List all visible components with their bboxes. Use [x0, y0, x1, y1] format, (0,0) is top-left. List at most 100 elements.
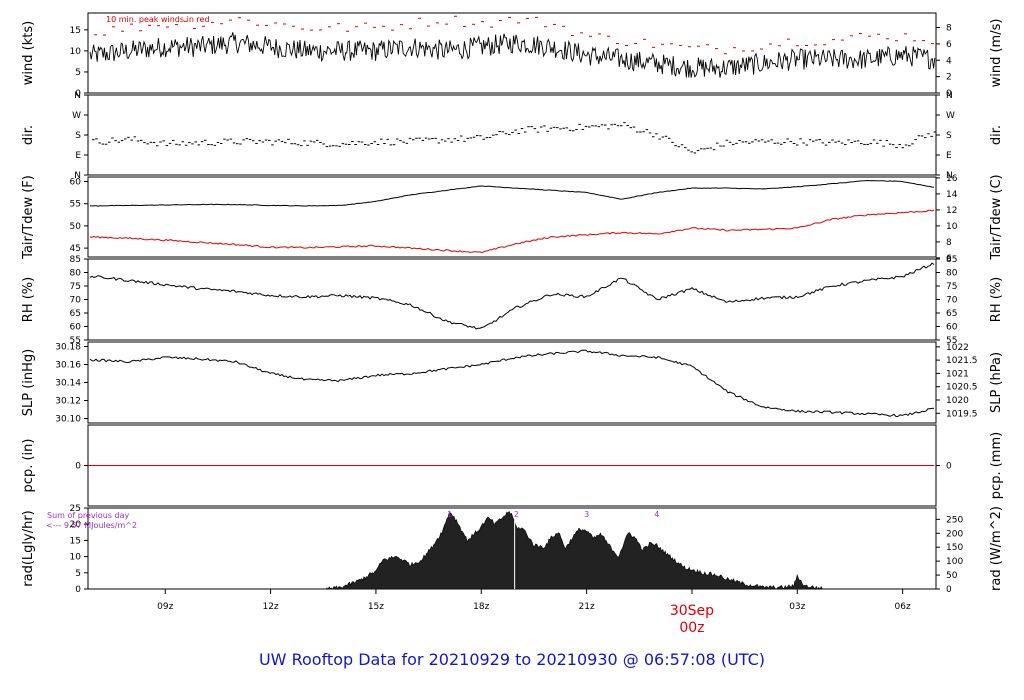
temp-series-tair [89, 179, 935, 207]
rad-annotation-value: <--- 9.57 MJoules/m^2 [46, 521, 137, 530]
x-midnight-time: 00z [679, 620, 704, 636]
panel-slp-ytick-label-right: 1019.5 [946, 409, 978, 419]
x-tick-label: 18z [473, 602, 489, 612]
panel-rh-ytick-label: 65 [70, 309, 81, 319]
panel-slp-ytick-label-right: 1020.5 [946, 383, 978, 393]
panel-rh-ytick-label: 75 [70, 282, 81, 292]
panel-dir-ytick-label-right: E [946, 151, 952, 161]
panel-rh-ytick-label: 55 [70, 336, 81, 346]
panel-temp-frame [87, 176, 937, 258]
panel-rh-ytick-label-right: 85 [946, 255, 957, 265]
panel-slp-ytick-label: 30.18 [55, 343, 81, 353]
panel-temp-ylabel-right: Tair/Tdew (C) [989, 174, 1004, 260]
panel-temp-ytick-label: 60 [70, 177, 82, 187]
x-tick-label: 12z [262, 602, 278, 612]
panel-rad-ytick-label: 25 [70, 504, 81, 514]
rh-series-line [89, 262, 935, 330]
panel-rh-frame [87, 258, 937, 341]
panel-dir-ytick-label: W [72, 111, 81, 121]
panel-pcp-ytick-label-right: 0 [946, 462, 952, 472]
panel-pcp-ylabel: pcp. (in) [21, 439, 36, 493]
rad-peak-label: 2 [514, 510, 519, 519]
panel-wind-ytick-label-right: 6 [946, 40, 952, 50]
panel-temp-ytick-label-right: 16 [946, 174, 958, 184]
rad-annotation-sum: Sum of previous day [47, 511, 129, 520]
panel-wind-ytick-label-right: 4 [946, 56, 952, 66]
panel-wind-ytick-label: 15 [70, 26, 81, 36]
rad-area [326, 510, 826, 590]
panel-rh-ytick-label-right: 65 [946, 309, 957, 319]
panel-rad-ytick-label-right: 150 [946, 543, 963, 553]
panel-temp-ytick-label-right: 14 [946, 190, 958, 200]
panel-rad-ytick-label: 5 [75, 569, 81, 579]
panel-wind-ytick-label: 0 [75, 89, 81, 99]
panel-slp-ytick-label-right: 1021.5 [946, 356, 978, 366]
panel-slp-ytick-label-right: 1022 [946, 343, 969, 353]
panel-slp-ylabel-right: SLP (hPa) [989, 352, 1004, 413]
panel-rh-ytick-label-right: 70 [946, 296, 958, 306]
panel-slp-ytick-label: 30.10 [55, 415, 81, 425]
panel-rh-ytick-label: 70 [70, 296, 82, 306]
panel-rh-ytick-label-right: 60 [946, 323, 958, 333]
panel-rh-ytick-label: 60 [70, 323, 82, 333]
panel-dir-ytick-label: S [75, 131, 81, 141]
panel-slp-ylabel: SLP (inHg) [21, 349, 36, 417]
rad-peak-label: 4 [654, 510, 659, 519]
panel-dir-ytick-label: E [75, 151, 81, 161]
panel-rh-ytick-label: 85 [70, 255, 81, 265]
x-tick-label: 06z [895, 602, 911, 612]
panel-slp-ytick-label-right: 1021 [946, 369, 969, 379]
panel-rh-ytick-label-right: 80 [946, 269, 958, 279]
panel-temp-ylabel: Tair/Tdew (F) [21, 175, 36, 260]
panel-dir-ytick-label: N [74, 171, 81, 181]
panel-rad-ytick-label-right: 50 [946, 571, 958, 581]
panel-rad-ytick-label: 10 [70, 553, 82, 563]
panel-wind-ytick-label-right: 8 [946, 24, 952, 34]
panel-rad-ytick-label-right: 0 [946, 585, 952, 595]
x-tick-label: 09z [157, 602, 173, 612]
panel-wind-ytick-label-right: 2 [946, 73, 952, 83]
panel-temp-ytick-label: 55 [70, 200, 81, 210]
panel-wind-ytick-label-right: 0 [946, 89, 952, 99]
panel-slp-ytick-label: 30.12 [55, 397, 81, 407]
rad-peak-label: 1 [447, 510, 452, 519]
panel-dir-ytick-label: N [74, 91, 81, 101]
panel-wind-ytick-label: 5 [75, 68, 81, 78]
panel-slp-ytick-label-right: 1020 [946, 396, 969, 406]
panel-temp-ytick-label: 45 [70, 244, 81, 254]
page-title: UW Rooftop Data for 20210929 to 20210930… [258, 650, 766, 669]
panel-rad-ytick-label: 20 [70, 520, 82, 530]
x-midnight-date: 30Sep [670, 603, 714, 619]
panel-pcp-ytick-label: 0 [75, 462, 81, 472]
panel-slp-ytick-label: 30.16 [55, 361, 81, 371]
panel-dir-ytick-label-right: S [946, 131, 952, 141]
x-tick-label: 15z [368, 602, 384, 612]
wind-series-line [89, 32, 936, 78]
panel-rh-ytick-label-right: 75 [946, 282, 957, 292]
panel-rh-ytick-label-right: 55 [946, 336, 957, 346]
panel-pcp-ylabel-right: pcp. (mm) [989, 432, 1004, 499]
panel-rh-ytick-label: 80 [70, 269, 82, 279]
panel-rad-ylabel-right: rad (W/m^2) [989, 506, 1004, 591]
panel-slp-ytick-label: 30.14 [55, 379, 81, 389]
panel-dir-ytick-label-right: W [946, 111, 955, 121]
panel-rad-ytick-label: 15 [70, 536, 81, 546]
x-tick-label: 21z [579, 602, 595, 612]
panel-temp-ytick-label-right: 6 [946, 254, 952, 264]
temp-series-tdew [89, 209, 935, 254]
rad-peak-label: 3 [584, 510, 589, 519]
panel-wind-ytick-label: 10 [70, 47, 82, 57]
panel-dir-ytick-label-right: N [946, 171, 953, 181]
panel-rad-ytick-label-right: 100 [946, 557, 963, 567]
panel-dir-ylabel-right: dir. [989, 125, 1004, 145]
slp-series-line [89, 349, 935, 418]
panel-rad-ylabel: rad(Lgly/hr) [21, 510, 36, 586]
panel-rad-ytick-label-right: 200 [946, 529, 963, 539]
panel-rad-ytick-label-right: 250 [946, 515, 963, 525]
panel-temp-ytick-label-right: 12 [946, 206, 957, 216]
panel-rh-ylabel-right: RH (%) [989, 277, 1004, 322]
panel-wind-ylabel: wind (kts) [21, 21, 36, 85]
panel-dir-ytick-label-right: N [946, 91, 953, 101]
wind-annotation: 10 min. peak winds in red [106, 15, 210, 24]
